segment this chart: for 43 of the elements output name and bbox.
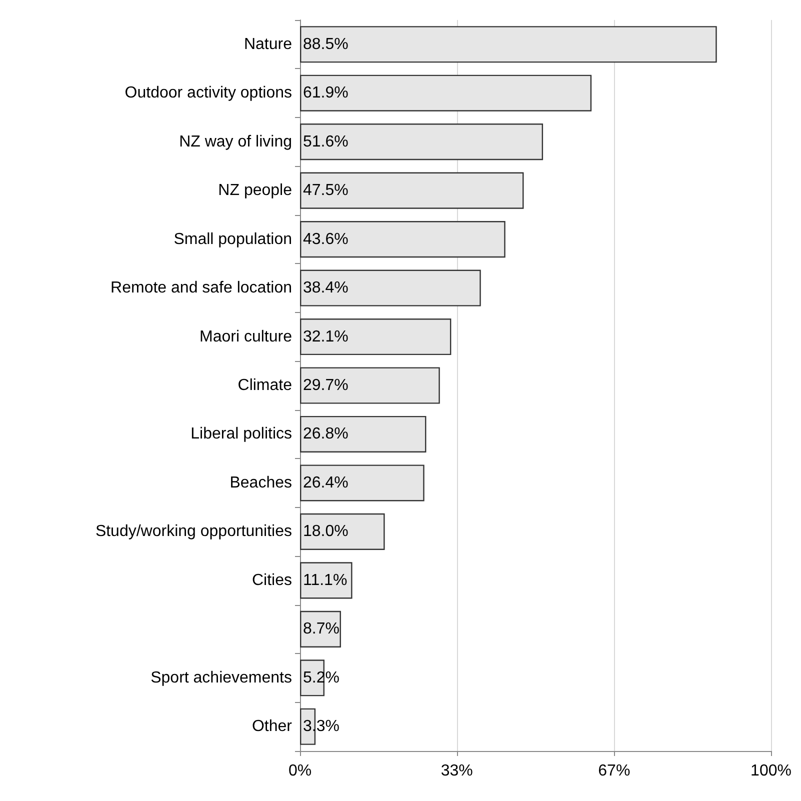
y-tick-label: Outdoor activity options	[124, 84, 292, 102]
y-tick-label: NZ people	[218, 182, 292, 200]
data-label: 11.1%	[303, 572, 348, 589]
bar	[300, 270, 481, 306]
data-label: 29.7%	[303, 377, 348, 394]
data-label: 43.6%	[303, 230, 348, 248]
data-label: 38.4%	[303, 280, 348, 297]
y-tick-label: Climate	[238, 377, 292, 394]
data-label: 8.7%	[303, 620, 340, 638]
bar	[300, 367, 440, 404]
bar	[300, 26, 717, 63]
data-label: 51.6%	[303, 133, 348, 150]
bar	[300, 74, 592, 112]
data-label: 26.8%	[303, 426, 348, 443]
x-tick-label: 33%	[440, 762, 473, 780]
bar	[300, 464, 424, 502]
bar	[300, 172, 524, 209]
bar	[300, 416, 426, 453]
data-label: 26.4%	[303, 474, 348, 492]
data-label: 88.5%	[303, 36, 348, 53]
data-label: 18.0%	[303, 523, 348, 540]
data-label: 47.5%	[303, 182, 348, 200]
bar	[300, 562, 352, 599]
bar	[300, 318, 452, 356]
y-tick-label: Liberal politics	[190, 426, 292, 443]
y-tick-label: Maori culture	[200, 328, 292, 346]
y-tick-label: Remote and safe location	[110, 280, 292, 297]
y-tick-label: Study/working opportunities	[95, 523, 292, 540]
y-tick-label: NZ way of living	[179, 133, 292, 150]
y-tick-label: Cities	[252, 572, 292, 589]
y-tick-label: Nature	[244, 36, 292, 53]
bar	[300, 513, 385, 550]
y-tick-label: Small population	[174, 230, 292, 248]
x-tick-label: 0%	[288, 762, 312, 780]
y-tick-label: Other	[252, 718, 293, 736]
y-tick-label: Beaches	[230, 474, 292, 492]
data-label: 61.9%	[303, 84, 348, 102]
bar	[300, 124, 544, 160]
data-label: 32.1%	[303, 328, 348, 346]
x-tick-label: 100%	[750, 762, 792, 780]
y-tick-label: Sport achievements	[150, 669, 292, 686]
x-tick-label: 67%	[598, 762, 630, 780]
bar	[300, 221, 506, 258]
